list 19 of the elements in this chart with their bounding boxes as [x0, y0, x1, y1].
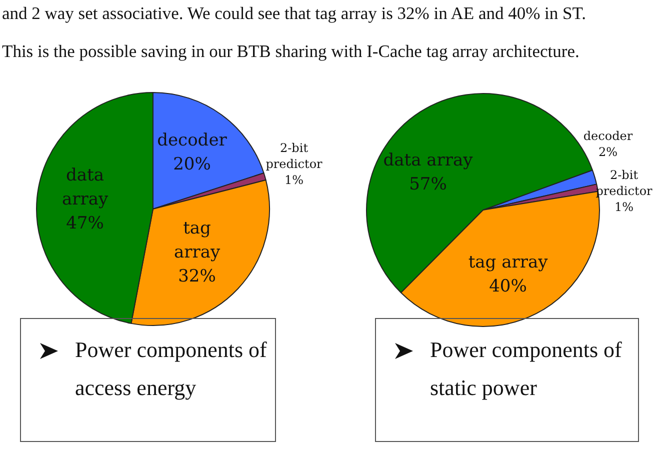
- slice-label: 2-bit predictor: [266, 141, 323, 172]
- data-label: 47%: [66, 213, 104, 234]
- slice-label: data array: [383, 150, 474, 170]
- data-label: 40%: [489, 276, 527, 296]
- data-label: 1%: [614, 200, 634, 214]
- data-label: 1%: [284, 173, 304, 188]
- text: This is the possible saving in our BTB sharing with I-Cache tag array architecture.: [2, 41, 580, 62]
- text: Power components of static power: [430, 337, 622, 400]
- text: Power components of access energy: [75, 337, 267, 400]
- slice-label: tag array: [174, 218, 220, 262]
- text: and 2 way set associative. We could see that tag array is 32% in AE and 40% in ST.: [2, 3, 586, 24]
- slice-label: decoder: [157, 130, 228, 150]
- data-label: 57%: [409, 174, 447, 194]
- slice-label: decoder: [583, 129, 633, 144]
- slice-label: tag array: [468, 252, 548, 272]
- slice-label: data array: [62, 165, 108, 210]
- data-label: 2%: [598, 145, 618, 160]
- data-label: 32%: [178, 266, 216, 286]
- data-label: 20%: [173, 154, 211, 174]
